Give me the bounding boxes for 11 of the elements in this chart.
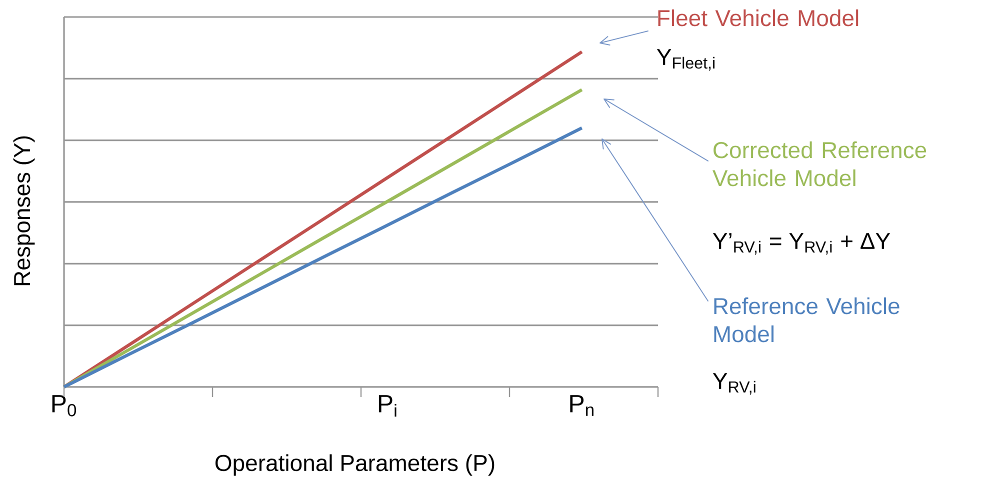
x-tick-label: P$_{0}$ bbox=[52, 395, 76, 416]
text: Fleet Vehicle Model bbox=[658, 9, 858, 26]
x-tick-label: P$_{n}$ bbox=[570, 395, 594, 416]
text: Corrected Reference Vehicle Model bbox=[712, 141, 926, 186]
text: Y’$_{RV,i}$ = Y$_{RV,i}$ + ΔY bbox=[712, 233, 890, 255]
annotation: Y$_{Fleet,i}$ bbox=[656, 49, 714, 71]
x-axis-title: Operational Parameters (P) bbox=[215, 454, 494, 476]
text: Y$_{RV,i}$ bbox=[712, 373, 756, 395]
x-tick-label: P$_{i}$ bbox=[378, 395, 396, 417]
y-axis-title: Responses (Y) bbox=[13, 136, 35, 286]
text: Reference Vehicle Model bbox=[714, 297, 900, 342]
